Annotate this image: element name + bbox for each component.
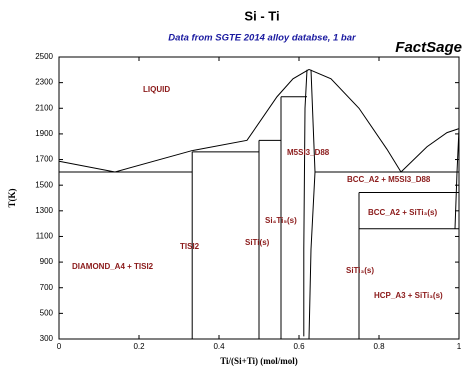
x-tick-label: 0.6 — [293, 342, 305, 351]
chart-subtitle: Data from SGTE 2014 alloy databse, 1 bar — [168, 33, 357, 44]
y-tick-label: 1900 — [35, 129, 53, 138]
region-label: BCC_A2 + M5SI3_D88 — [347, 175, 431, 184]
y-tick-label: 2500 — [35, 52, 53, 61]
region-label: SiTi(s) — [245, 238, 270, 247]
x-axis-label: Ti/(Si+Ti) (mol/mol) — [220, 356, 298, 366]
y-tick-label: 2300 — [35, 78, 53, 87]
y-tick-label: 1100 — [36, 232, 54, 241]
x-tick-label: 0.4 — [213, 342, 225, 351]
phase-boundary — [58, 150, 193, 173]
brand: FactSage — [395, 39, 462, 56]
region-label: LIQUID — [143, 85, 170, 94]
y-tick-label: 500 — [40, 308, 54, 317]
region-label: M5SI3_D88 — [287, 148, 330, 157]
region-label: Si₄Ti₅(s) — [265, 216, 297, 225]
region-label: TISI2 — [180, 242, 200, 251]
y-tick-label: 1500 — [35, 180, 53, 189]
y-tick-label: 300 — [40, 334, 54, 343]
phase-boundary — [308, 69, 316, 340]
region-label: DIAMOND_A4 + TISI2 — [72, 262, 154, 271]
x-tick-label: 0.8 — [373, 342, 385, 351]
y-axis-label: T(K) — [7, 188, 17, 207]
y-tick-label: 1300 — [35, 206, 53, 215]
phase-boundary — [400, 128, 460, 173]
x-tick-label: 0.2 — [133, 342, 145, 351]
x-tick-label: 0 — [57, 342, 62, 351]
phase-boundary — [303, 69, 308, 337]
phase-boundary — [308, 68, 402, 173]
x-tick-label: 1 — [457, 342, 462, 351]
region-label: BCC_A2 + SiTi₃(s) — [368, 208, 437, 217]
y-tick-label: 700 — [40, 283, 54, 292]
y-tick-label: 2100 — [35, 103, 53, 112]
region-label: SiTi₃(s) — [346, 266, 374, 275]
y-tick-label: 900 — [40, 257, 54, 266]
phase-boundary — [454, 128, 460, 229]
region-label: HCP_A3 + SiTi₃(s) — [374, 291, 443, 300]
phase-boundary — [192, 69, 310, 152]
y-tick-label: 1700 — [35, 155, 53, 164]
chart-title: Si - Ti — [244, 8, 279, 23]
